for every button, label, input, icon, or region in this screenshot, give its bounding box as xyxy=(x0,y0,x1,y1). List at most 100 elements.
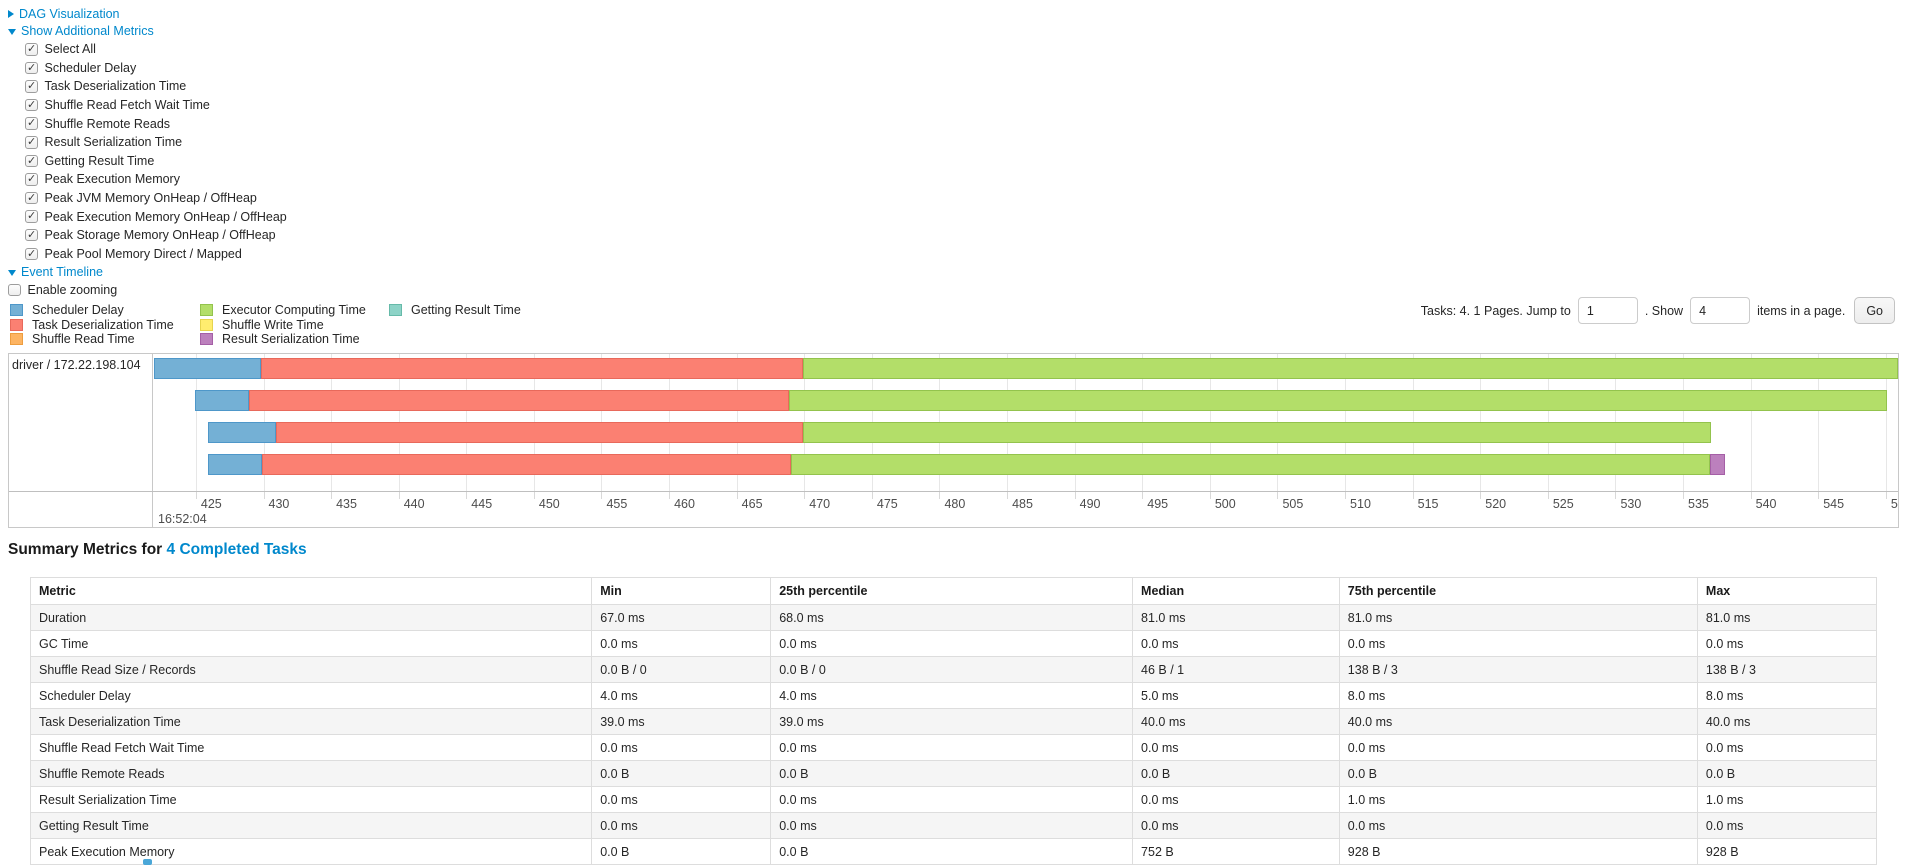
metric-checkbox-label: Select All xyxy=(44,42,96,57)
metric-checkbox[interactable] xyxy=(25,116,38,130)
task-bar-segment[interactable] xyxy=(260,358,803,379)
timeline-controls-band: Scheduler Delay Task Deserialization Time… xyxy=(0,295,1907,350)
metric-checkbox[interactable] xyxy=(25,191,38,205)
task-bar-segment[interactable] xyxy=(802,422,1712,443)
metric-checkbox-label: Peak Pool Memory Direct / Mapped xyxy=(44,246,242,261)
legend-item: Shuffle Read Time xyxy=(10,332,174,347)
metric-checkbox[interactable] xyxy=(25,247,38,261)
metric-checkbox-item: Peak JVM Memory OnHeap / OffHeap xyxy=(25,189,287,208)
table-cell: 0.0 ms xyxy=(1132,786,1340,813)
table-cell: 39.0 ms xyxy=(591,708,772,735)
table-cell: 0.0 B xyxy=(1696,760,1878,787)
table-cell: 81.0 ms xyxy=(1338,604,1698,631)
table-cell: 928 B xyxy=(1338,838,1698,865)
axis-tick xyxy=(1547,492,1549,499)
table-cell: 138 B / 3 xyxy=(1338,656,1698,683)
table-cell: Task Deserialization Time xyxy=(29,708,593,735)
axis-time-label: 16:52:04 xyxy=(158,512,207,526)
task-bar-segment[interactable] xyxy=(275,422,803,443)
task-bar-segment[interactable] xyxy=(262,454,791,475)
table-cell: 40.0 ms xyxy=(1696,708,1878,735)
axis-tick-label: 425 xyxy=(200,497,222,511)
table-cell: 928 B xyxy=(1696,838,1878,865)
task-bar-segment[interactable] xyxy=(789,390,1888,411)
enable-zooming-checkbox[interactable] xyxy=(8,283,21,297)
task-bar-segment[interactable] xyxy=(802,358,1898,379)
axis-tick xyxy=(533,492,535,499)
metric-checkbox[interactable] xyxy=(25,79,38,93)
axis-tick xyxy=(1345,492,1347,499)
task-bar-segment[interactable] xyxy=(790,454,1711,475)
go-button[interactable]: Go xyxy=(1854,297,1895,324)
table-cell: 0.0 ms xyxy=(1338,734,1698,761)
table-header-cell: Metric xyxy=(29,577,593,605)
axis-tick xyxy=(1818,492,1820,499)
axis-tick xyxy=(871,492,873,499)
axis-tick-label: 430 xyxy=(268,497,290,511)
legend-swatch-icon xyxy=(10,304,23,317)
axis-tick xyxy=(1412,492,1414,499)
legend-item: Task Deserialization Time xyxy=(10,318,174,333)
metric-checkbox[interactable] xyxy=(25,61,38,75)
event-timeline-link[interactable]: Event Timeline xyxy=(21,264,103,279)
axis-tick xyxy=(398,492,400,499)
additional-metrics-checkbox-list: Select All Scheduler Delay Task Deserializ… xyxy=(25,40,287,263)
metric-checkbox[interactable] xyxy=(25,172,38,186)
legend-column: Executor Computing Time Shuffle Write Tim… xyxy=(200,303,366,347)
table-cell: 1.0 ms xyxy=(1696,786,1878,813)
metric-checkbox[interactable] xyxy=(25,135,38,149)
jump-to-page-input[interactable] xyxy=(1577,297,1638,324)
task-bar-segment[interactable] xyxy=(248,390,790,411)
show-additional-metrics-link[interactable]: Show Additional Metrics xyxy=(21,24,154,39)
event-timeline-toggle[interactable]: Event Timeline xyxy=(8,263,287,281)
table-cell: Shuffle Read Fetch Wait Time xyxy=(29,734,593,761)
show-additional-metrics-toggle[interactable]: Show Additional Metrics xyxy=(8,23,287,41)
pagination-mid-text: . Show xyxy=(1644,303,1684,318)
metric-checkbox[interactable] xyxy=(25,154,38,168)
metric-checkbox[interactable] xyxy=(25,228,38,242)
collapsed-arrow-icon xyxy=(8,9,14,18)
timeline-plot-area[interactable] xyxy=(154,354,1898,491)
task-bar-segment[interactable] xyxy=(208,454,263,475)
metric-checkbox-label: Peak JVM Memory OnHeap / OffHeap xyxy=(44,191,257,206)
table-cell: 81.0 ms xyxy=(1132,604,1340,631)
table-cell: 0.0 B xyxy=(1132,760,1340,787)
table-row: Result Serialization Time 0.0 ms 0.0 ms 0.0… xyxy=(29,786,1878,813)
axis-tick-label: 520 xyxy=(1485,497,1507,511)
metric-checkbox[interactable] xyxy=(25,209,38,223)
axis-tick-label: 515 xyxy=(1417,497,1439,511)
dag-visualization-link[interactable]: DAG Visualization xyxy=(19,6,120,21)
task-bar-segment[interactable] xyxy=(208,422,276,443)
table-cell: Peak Execution Memory xyxy=(29,838,593,865)
table-cell: 8.0 ms xyxy=(1696,682,1878,709)
axis-tick-label: 455 xyxy=(606,497,628,511)
metric-checkbox-item: Peak Execution Memory xyxy=(25,170,287,189)
table-cell: 1.0 ms xyxy=(1338,786,1698,813)
axis-tick xyxy=(939,492,941,499)
table-cell: 0.0 ms xyxy=(770,630,1134,657)
metric-checkbox-label: Result Serialization Time xyxy=(44,135,183,150)
task-bar-segment[interactable] xyxy=(1710,454,1725,475)
metric-checkbox-label: Task Deserialization Time xyxy=(44,79,187,94)
metric-checkbox[interactable] xyxy=(25,42,38,56)
task-bar-segment[interactable] xyxy=(194,390,249,411)
table-cell: 0.0 B xyxy=(591,838,772,865)
axis-tick-label: 535 xyxy=(1688,497,1709,511)
table-row: Shuffle Read Fetch Wait Time 0.0 ms 0.0 ms… xyxy=(29,734,1878,761)
dag-visualization-toggle[interactable]: DAG Visualization xyxy=(8,5,287,23)
completed-tasks-link[interactable]: 4 Completed Tasks xyxy=(166,541,307,558)
table-row: Getting Result Time 0.0 ms 0.0 ms 0.0 ms 0.0… xyxy=(29,812,1878,839)
axis-gridline xyxy=(1818,354,1820,491)
enable-zooming-label: Enable zooming xyxy=(27,282,118,297)
metric-checkbox[interactable] xyxy=(25,98,38,112)
legend-column: Getting Result Time xyxy=(389,303,521,318)
task-bar-segment[interactable] xyxy=(154,358,261,379)
table-cell: 138 B / 3 xyxy=(1696,656,1878,683)
legend-item: Executor Computing Time xyxy=(200,303,366,318)
table-cell: 0.0 ms xyxy=(770,734,1134,761)
page-size-input[interactable] xyxy=(1690,297,1751,324)
pagination-prefix-text: Tasks: 4. 1 Pages. Jump to xyxy=(1420,303,1571,318)
axis-tick-label: 490 xyxy=(1079,497,1101,511)
table-header-cell: 25th percentile xyxy=(770,577,1134,605)
table-cell: Shuffle Remote Reads xyxy=(29,760,593,787)
